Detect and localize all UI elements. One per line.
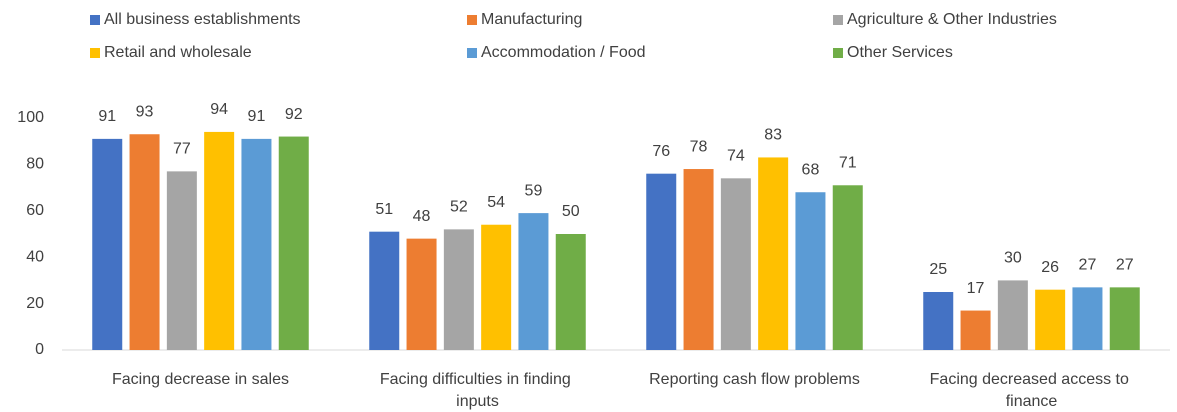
- bar: [443, 229, 474, 350]
- bar: [129, 134, 160, 350]
- bar: [997, 280, 1028, 350]
- legend-label: Other Services: [847, 44, 953, 61]
- bar: [406, 238, 437, 350]
- legend-swatch: [833, 15, 843, 25]
- legend-label: Agriculture & Other Industries: [847, 11, 1057, 28]
- legend-label: Retail and wholesale: [104, 44, 252, 61]
- bar: [481, 224, 512, 350]
- value-label: 91: [98, 108, 116, 125]
- value-label: 68: [802, 161, 820, 178]
- legend-swatch: [833, 48, 843, 58]
- value-label: 91: [248, 108, 266, 125]
- legend-label: All business establishments: [104, 11, 301, 28]
- legend-label: Manufacturing: [481, 11, 582, 28]
- value-label: 54: [487, 194, 505, 211]
- bar: [369, 231, 400, 350]
- legend-swatch: [90, 15, 100, 25]
- bar: [204, 131, 235, 350]
- y-tick-label: 100: [17, 109, 44, 126]
- value-label: 27: [1079, 257, 1097, 274]
- value-label: 92: [285, 106, 303, 123]
- legend-swatch: [467, 48, 477, 58]
- x-tick-label: Facing difficulties in finding inputs: [380, 371, 575, 410]
- bar: [92, 138, 123, 350]
- bar: [683, 169, 714, 350]
- value-label: 78: [690, 138, 708, 155]
- value-label: 83: [764, 127, 782, 144]
- x-tick-label: Facing decrease in sales: [112, 371, 289, 388]
- bar: [795, 192, 826, 350]
- bar: [1072, 287, 1103, 350]
- value-label: 48: [413, 208, 431, 225]
- value-label: 52: [450, 199, 468, 216]
- bar: [758, 157, 789, 350]
- x-tick-label: Facing decreased access to finance: [930, 371, 1134, 410]
- legend-swatch: [90, 48, 100, 58]
- value-label: 93: [136, 103, 154, 120]
- y-tick-label: 40: [26, 248, 44, 265]
- value-label: 50: [562, 203, 580, 220]
- value-label: 77: [173, 141, 191, 158]
- bar: [1109, 287, 1140, 350]
- y-tick-label: 80: [26, 156, 44, 173]
- value-label: 76: [652, 143, 670, 160]
- value-label: 94: [210, 101, 228, 118]
- bar: [960, 310, 991, 350]
- y-tick-label: 0: [35, 341, 44, 358]
- bar: [166, 171, 197, 350]
- y-tick-label: 60: [26, 202, 44, 219]
- bar: [720, 178, 751, 350]
- bar: [518, 213, 549, 350]
- bar: [241, 138, 272, 350]
- value-label: 30: [1004, 250, 1022, 267]
- legend-label: Accommodation / Food: [481, 44, 646, 61]
- bar: [923, 292, 954, 350]
- value-label: 71: [839, 154, 857, 171]
- bar: [1035, 289, 1066, 350]
- value-label: 26: [1041, 259, 1059, 276]
- value-label: 59: [525, 182, 543, 199]
- bar: [832, 185, 863, 350]
- value-label: 51: [375, 201, 393, 218]
- value-label: 27: [1116, 257, 1134, 274]
- bar: [646, 173, 677, 350]
- bar: [278, 136, 309, 350]
- value-label: 74: [727, 148, 745, 165]
- x-tick-label: Reporting cash flow problems: [649, 371, 860, 388]
- legend-swatch: [467, 15, 477, 25]
- value-label: 25: [929, 261, 947, 278]
- value-label: 17: [967, 280, 985, 297]
- bar: [555, 234, 586, 350]
- y-tick-label: 20: [26, 295, 44, 312]
